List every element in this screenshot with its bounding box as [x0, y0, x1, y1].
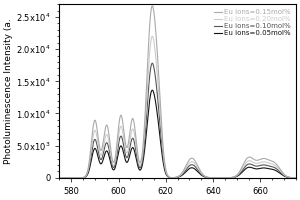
Eu ions=0.20mol%: [244, 162, 247, 164]
Eu ions=0.20mol%: [173, 176, 176, 179]
Line: Eu ions=0.15mol%: Eu ions=0.15mol%: [59, 6, 296, 178]
Eu ions=0.15mol%: [167, 175, 170, 177]
Eu ions=0.10mol%: [151, 62, 154, 64]
Eu ions=0.05mol%: [167, 176, 170, 178]
Y-axis label: Photoluminescence Intensity (a.: Photoluminescence Intensity (a.: [4, 18, 13, 164]
Eu ions=0.20mol%: [287, 176, 291, 178]
Eu ions=0.15mol%: [173, 176, 176, 179]
Eu ions=0.05mol%: [58, 177, 61, 179]
Eu ions=0.10mol%: [167, 175, 170, 178]
Eu ions=0.20mol%: [167, 175, 170, 178]
Eu ions=0.05mol%: [151, 89, 154, 91]
Eu ions=0.15mol%: [58, 177, 61, 179]
Eu ions=0.10mol%: [244, 165, 247, 167]
Eu ions=0.10mol%: [287, 176, 291, 179]
Eu ions=0.15mol%: [287, 176, 291, 178]
Eu ions=0.20mol%: [151, 35, 154, 37]
Eu ions=0.10mol%: [294, 177, 298, 179]
Line: Eu ions=0.05mol%: Eu ions=0.05mol%: [59, 90, 296, 178]
Eu ions=0.10mol%: [58, 177, 61, 179]
Eu ions=0.15mol%: [70, 177, 73, 179]
Eu ions=0.10mol%: [287, 176, 291, 179]
Line: Eu ions=0.10mol%: Eu ions=0.10mol%: [59, 63, 296, 178]
Line: Eu ions=0.20mol%: Eu ions=0.20mol%: [59, 36, 296, 178]
Eu ions=0.05mol%: [294, 177, 298, 179]
Legend: Eu ions=0.15mol%, Eu ions=0.20mol%, Eu ions=0.10mol%, Eu ions=0.05mol%: Eu ions=0.15mol%, Eu ions=0.20mol%, Eu i…: [212, 8, 292, 38]
Eu ions=0.05mol%: [287, 176, 291, 179]
Eu ions=0.10mol%: [173, 176, 176, 179]
Eu ions=0.15mol%: [287, 176, 291, 178]
Eu ions=0.15mol%: [244, 159, 247, 161]
Eu ions=0.05mol%: [70, 177, 73, 179]
Eu ions=0.05mol%: [287, 176, 291, 179]
Eu ions=0.15mol%: [294, 177, 298, 179]
Eu ions=0.05mol%: [173, 176, 176, 179]
Eu ions=0.15mol%: [151, 5, 154, 7]
Eu ions=0.10mol%: [70, 177, 73, 179]
Eu ions=0.20mol%: [287, 176, 291, 178]
Eu ions=0.20mol%: [294, 177, 298, 179]
Eu ions=0.20mol%: [70, 177, 73, 179]
Eu ions=0.05mol%: [244, 168, 247, 170]
Eu ions=0.20mol%: [58, 177, 61, 179]
